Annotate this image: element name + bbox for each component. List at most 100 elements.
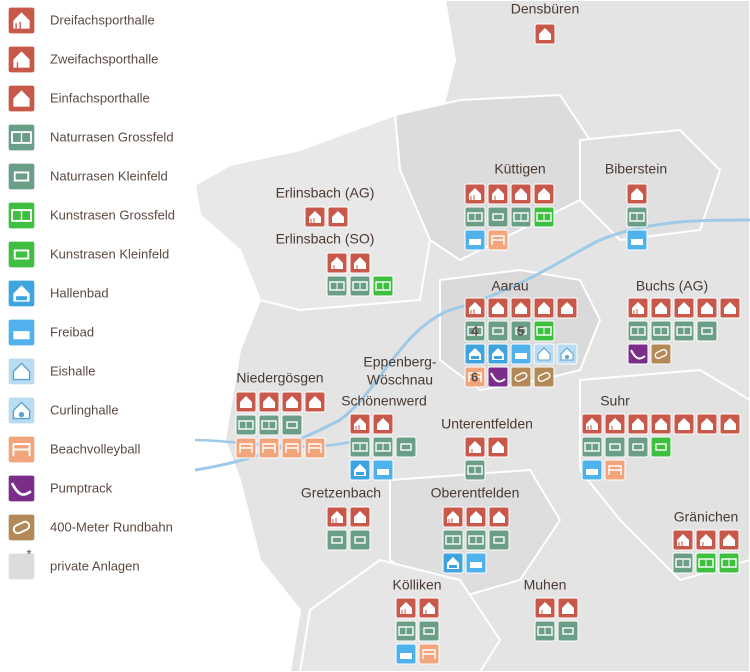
facility-icon bbox=[626, 183, 648, 205]
facility-icon bbox=[372, 436, 394, 458]
house bbox=[354, 511, 366, 523]
facility-icon bbox=[673, 297, 695, 319]
house bbox=[263, 396, 275, 408]
icon-bg bbox=[510, 320, 532, 342]
house bbox=[678, 418, 690, 430]
house bbox=[724, 302, 736, 314]
town-name: Densbüren bbox=[511, 1, 580, 17]
field bbox=[354, 536, 366, 544]
facility-icon bbox=[696, 413, 718, 435]
facility-icon bbox=[418, 643, 440, 665]
house bbox=[377, 418, 389, 430]
town-name: Gränichen bbox=[674, 509, 739, 525]
facility-icon bbox=[718, 552, 740, 574]
house bbox=[538, 188, 550, 200]
facility-icon bbox=[487, 229, 509, 251]
facility-icon bbox=[235, 437, 257, 459]
facility-icon bbox=[533, 297, 555, 319]
facility-icon bbox=[349, 529, 371, 551]
facility-icon bbox=[556, 343, 578, 365]
facility-icon bbox=[627, 297, 649, 319]
house bbox=[632, 302, 644, 314]
icon-bg bbox=[696, 320, 718, 342]
facility-icon bbox=[488, 506, 510, 528]
town-name: Wöschnau bbox=[367, 372, 433, 388]
facility-icon bbox=[304, 206, 326, 228]
track bbox=[490, 372, 506, 383]
facility-icon bbox=[718, 529, 740, 551]
facility-icon bbox=[533, 366, 555, 388]
house bbox=[13, 12, 30, 29]
house bbox=[469, 302, 481, 314]
facility-icon bbox=[650, 320, 672, 342]
facility-icon bbox=[7, 162, 36, 191]
house bbox=[515, 188, 527, 200]
facility-icon bbox=[672, 529, 694, 551]
field bbox=[13, 171, 30, 182]
facility-icon bbox=[372, 413, 394, 435]
badge: 5 bbox=[517, 323, 524, 338]
facility-icon bbox=[581, 436, 603, 458]
facility-icon bbox=[604, 436, 626, 458]
facility-icon bbox=[510, 366, 532, 388]
facility-icon bbox=[533, 320, 555, 342]
field bbox=[609, 443, 621, 451]
town-name: Aarau bbox=[491, 278, 528, 294]
facility-icon bbox=[534, 620, 556, 642]
facility-icon bbox=[464, 459, 486, 481]
badge: 6 bbox=[471, 369, 478, 384]
facility-icon bbox=[487, 206, 509, 228]
oval bbox=[514, 372, 528, 382]
facility-icon bbox=[604, 459, 626, 481]
facility-icon bbox=[7, 123, 36, 152]
house bbox=[561, 302, 573, 314]
water bbox=[400, 653, 412, 659]
house bbox=[678, 302, 690, 314]
badge: 4 bbox=[471, 323, 479, 338]
net bbox=[12, 443, 31, 457]
house-detail bbox=[470, 195, 475, 200]
house-detail bbox=[470, 309, 475, 314]
facility-icon bbox=[464, 320, 486, 342]
facility-icon bbox=[696, 297, 718, 319]
facility-icon bbox=[650, 436, 672, 458]
track bbox=[10, 482, 32, 496]
net bbox=[308, 443, 322, 453]
legend-label: Dreifachsporthalle bbox=[50, 12, 155, 27]
facility-icon bbox=[650, 297, 672, 319]
house-detail bbox=[587, 425, 592, 430]
water bbox=[471, 356, 479, 359]
facility-icon bbox=[349, 506, 371, 528]
icon-bg bbox=[418, 620, 440, 642]
facility-icon bbox=[395, 643, 417, 665]
water bbox=[586, 469, 598, 475]
facility-icon bbox=[464, 366, 486, 388]
facility-icon bbox=[464, 436, 486, 458]
icon-bg bbox=[349, 529, 371, 551]
house-detail bbox=[633, 309, 638, 314]
facility-icon bbox=[7, 84, 36, 113]
house bbox=[515, 302, 527, 314]
town-name: Erlinsbach (SO) bbox=[276, 231, 375, 247]
facility-icon bbox=[326, 275, 348, 297]
house bbox=[560, 347, 574, 361]
facility-icon bbox=[235, 391, 257, 413]
facility-icon bbox=[557, 620, 579, 642]
house bbox=[701, 418, 713, 430]
track bbox=[630, 349, 646, 360]
net bbox=[285, 443, 299, 453]
legend-label: Beachvolleyball bbox=[50, 441, 140, 456]
facility-icon bbox=[7, 435, 36, 464]
house bbox=[447, 511, 459, 523]
facility-icon bbox=[442, 506, 464, 528]
house-detail bbox=[15, 21, 21, 29]
town-name: Buchs (AG) bbox=[636, 278, 708, 294]
facility-icon bbox=[326, 529, 348, 551]
facility-icon bbox=[304, 391, 326, 413]
facility-icon bbox=[719, 297, 741, 319]
facility-icon bbox=[672, 552, 694, 574]
field bbox=[13, 249, 30, 260]
facility-icon bbox=[258, 391, 280, 413]
field bbox=[331, 536, 343, 544]
